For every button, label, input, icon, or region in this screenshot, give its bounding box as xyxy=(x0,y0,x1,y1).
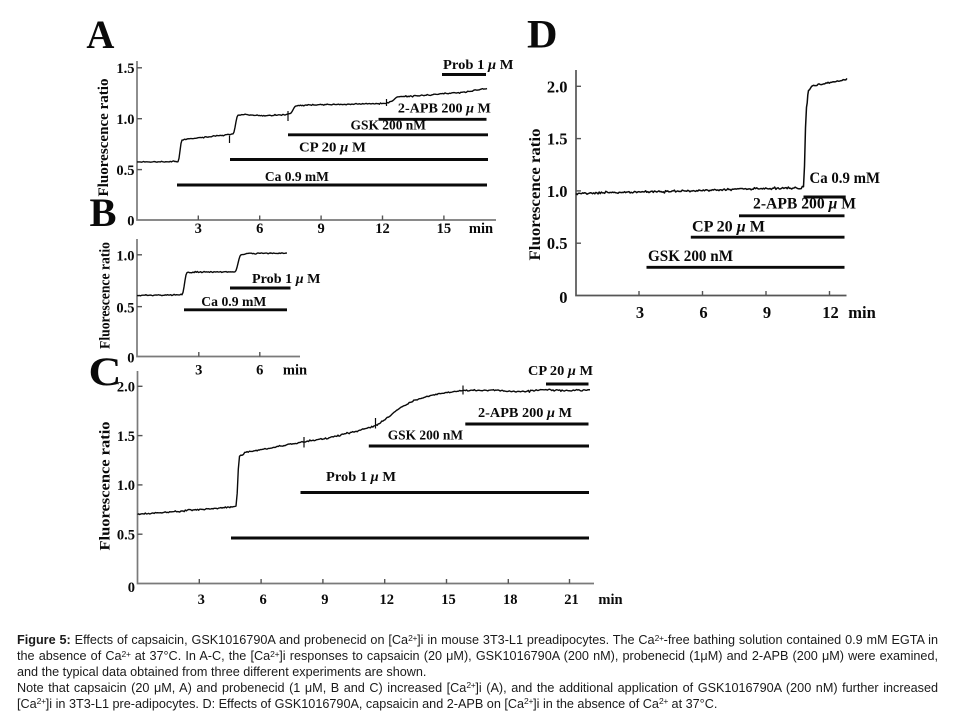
svg-text:Prob 1 μ M: Prob 1 μ M xyxy=(252,272,321,287)
svg-text:0.5: 0.5 xyxy=(116,300,134,316)
svg-text:0.5: 0.5 xyxy=(116,163,134,179)
svg-text:0: 0 xyxy=(127,213,134,229)
svg-text:CP 20 μ M: CP 20 μ M xyxy=(528,364,593,379)
svg-text:GSK 200 nM: GSK 200 nM xyxy=(388,429,463,444)
svg-text:min: min xyxy=(469,221,493,237)
svg-text:Fluorescence ratio: Fluorescence ratio xyxy=(96,79,112,197)
svg-text:3: 3 xyxy=(198,592,205,608)
svg-text:0.5: 0.5 xyxy=(547,234,568,253)
svg-text:9: 9 xyxy=(763,303,771,322)
svg-text:B: B xyxy=(90,190,117,235)
svg-text:9: 9 xyxy=(317,221,324,237)
svg-text:0: 0 xyxy=(127,350,134,366)
svg-text:Fluorescence ratio: Fluorescence ratio xyxy=(98,242,114,349)
svg-text:min: min xyxy=(598,592,622,608)
svg-text:12: 12 xyxy=(822,303,839,322)
svg-text:1.5: 1.5 xyxy=(116,61,134,77)
svg-text:Fluorescence ratio: Fluorescence ratio xyxy=(527,128,544,260)
svg-text:2-APB 200 μ M: 2-APB 200 μ M xyxy=(753,196,856,213)
svg-text:CP 20 μ M: CP 20 μ M xyxy=(299,141,366,156)
svg-text:2-APB 200 μ M: 2-APB 200 μ M xyxy=(478,406,572,421)
svg-text:0: 0 xyxy=(128,580,135,596)
svg-text:3: 3 xyxy=(195,221,202,237)
svg-text:Prob 1 μ M: Prob 1 μ M xyxy=(326,470,396,485)
svg-text:9: 9 xyxy=(321,592,328,608)
svg-text:min: min xyxy=(283,362,307,378)
svg-text:15: 15 xyxy=(441,592,456,608)
svg-text:1.0: 1.0 xyxy=(117,478,135,494)
svg-text:2-APB 200 μ M: 2-APB 200 μ M xyxy=(398,102,491,117)
svg-text:1.0: 1.0 xyxy=(547,182,568,201)
svg-text:18: 18 xyxy=(503,592,518,608)
svg-text:12: 12 xyxy=(375,221,390,237)
svg-text:Prob 1 μ M: Prob 1 μ M xyxy=(443,58,514,73)
svg-text:6: 6 xyxy=(699,303,707,322)
svg-text:0.5: 0.5 xyxy=(117,528,135,544)
svg-text:1.5: 1.5 xyxy=(547,130,568,149)
svg-text:1.0: 1.0 xyxy=(116,112,134,128)
svg-text:3: 3 xyxy=(195,362,202,378)
svg-text:C: C xyxy=(89,349,122,394)
svg-text:2.0: 2.0 xyxy=(117,380,135,396)
svg-text:min: min xyxy=(848,303,876,322)
svg-text:12: 12 xyxy=(379,592,394,608)
svg-text:A: A xyxy=(86,12,114,57)
svg-text:0: 0 xyxy=(559,288,567,307)
svg-text:1.5: 1.5 xyxy=(117,429,135,445)
svg-text:6: 6 xyxy=(256,362,263,378)
svg-text:GSK 200 nM: GSK 200 nM xyxy=(648,248,733,265)
svg-text:3: 3 xyxy=(636,303,644,322)
svg-text:Fluorescence ratio: Fluorescence ratio xyxy=(98,422,114,551)
svg-text:6: 6 xyxy=(259,592,266,608)
svg-text:1.0: 1.0 xyxy=(116,248,134,264)
svg-text:Ca 0.9 mM: Ca 0.9 mM xyxy=(810,170,881,187)
svg-text:Ca 0.9 mM: Ca 0.9 mM xyxy=(201,295,266,310)
svg-text:15: 15 xyxy=(437,221,452,237)
svg-text:Ca 0.9 mM: Ca 0.9 mM xyxy=(265,170,329,185)
svg-text:GSK 200 nM: GSK 200 nM xyxy=(351,119,427,134)
svg-text:D: D xyxy=(527,12,558,57)
svg-text:CP 20 μ M: CP 20 μ M xyxy=(692,219,765,236)
svg-text:2.0: 2.0 xyxy=(547,77,568,96)
svg-text:6: 6 xyxy=(256,221,263,237)
svg-text:21: 21 xyxy=(564,592,579,608)
